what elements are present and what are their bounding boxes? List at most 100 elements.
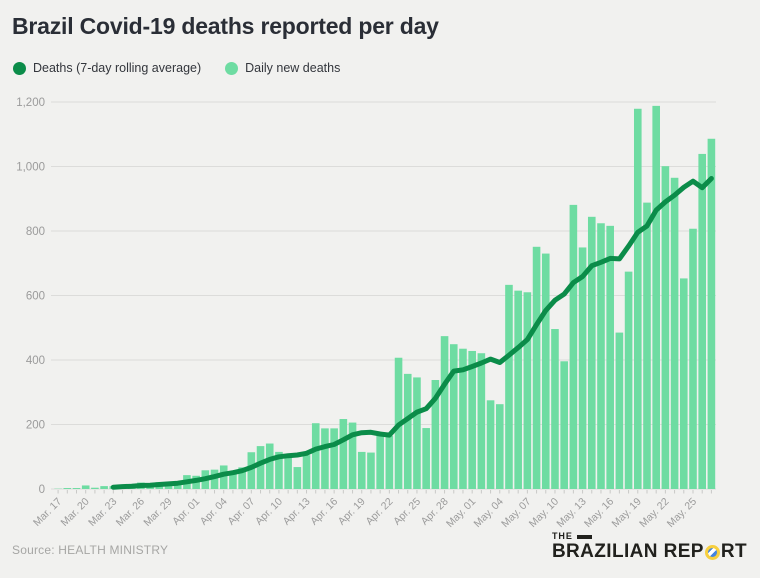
daily-deaths-bar <box>63 488 72 489</box>
daily-deaths-bar <box>477 353 486 489</box>
logo-brand-post: RT <box>720 541 747 562</box>
daily-deaths-bar <box>348 422 357 489</box>
x-axis-label: Apr. 10 <box>253 496 285 528</box>
daily-deaths-bar <box>569 204 578 489</box>
daily-deaths-bar <box>459 348 467 489</box>
x-axis-label: May. 19 <box>610 496 644 530</box>
y-axis-label: 400 <box>26 355 45 367</box>
x-axis-label: Apr. 16 <box>308 496 340 528</box>
daily-deaths-bar <box>440 336 449 489</box>
daily-deaths-bar <box>256 446 265 489</box>
rolling-average-line <box>110 176 714 490</box>
x-axis-label: Mar. 29 <box>141 496 174 529</box>
daily-deaths-bar <box>330 428 338 489</box>
logo-the-text: THE <box>551 531 573 541</box>
daily-deaths-bar <box>321 428 329 489</box>
daily-deaths-bar <box>661 166 670 489</box>
y-axis-label: 1,000 <box>16 162 45 174</box>
daily-deaths-bar <box>560 361 568 489</box>
chart-legend: Deaths (7-day rolling average) Daily new… <box>13 61 340 75</box>
daily-deaths-bar <box>624 271 633 489</box>
x-axis-label: Mar. 26 <box>114 496 147 529</box>
daily-deaths-bar <box>670 177 679 490</box>
page-title: Brazil Covid-19 deaths reported per day <box>12 13 439 39</box>
daily-deaths-bar <box>707 138 716 489</box>
x-axis-label: Mar. 20 <box>59 496 92 529</box>
x-axis-label: Apr. 19 <box>336 496 368 528</box>
x-axis-label: May. 13 <box>554 496 588 530</box>
legend-label-rolling-average: Deaths (7-day rolling average) <box>33 61 202 75</box>
legend-item-daily-deaths: Daily new deaths <box>225 61 340 75</box>
daily-deaths-dot-icon <box>225 61 239 75</box>
daily-deaths-bar <box>403 373 412 489</box>
daily-deaths-bar <box>541 253 550 489</box>
daily-deaths-bar <box>578 247 587 489</box>
daily-deaths-bar <box>449 344 458 489</box>
x-axis-label: May. 10 <box>527 496 561 530</box>
logo-top-row: THE <box>552 532 592 541</box>
daily-deaths-bar <box>532 246 541 489</box>
rolling-average-dot-icon <box>13 61 26 75</box>
daily-deaths-bar <box>523 292 532 489</box>
y-axis-label: 800 <box>26 226 45 238</box>
logo-dash-icon <box>576 534 592 539</box>
brazil-globe-icon <box>704 544 720 560</box>
daily-deaths-bar <box>422 428 430 489</box>
x-axis-label: May. 07 <box>499 496 533 530</box>
x-axis-label: May. 04 <box>472 496 506 530</box>
x-axis-label: May. 16 <box>582 496 616 530</box>
legend-label-daily-deaths: Daily new deaths <box>245 61 341 75</box>
daily-deaths-bar <box>514 290 522 489</box>
y-axis-label: 600 <box>26 291 45 303</box>
daily-deaths-bar <box>339 419 348 489</box>
daily-deaths-bar <box>606 225 614 489</box>
daily-deaths-bar <box>284 457 292 489</box>
daily-deaths-bar <box>652 105 660 490</box>
brazilian-report-logo: THE BRAZILIAN REP RT <box>552 532 747 563</box>
daily-deaths-bar <box>468 350 476 489</box>
legend-item-rolling-average: Deaths (7-day rolling average) <box>13 61 201 75</box>
logo-brand-pre: BRAZILIAN REP <box>551 541 704 562</box>
daily-deaths-bar <box>219 465 228 489</box>
daily-deaths-bar <box>357 451 366 489</box>
daily-deaths-bar <box>551 329 559 489</box>
x-axis-label: Apr. 07 <box>225 496 257 528</box>
daily-deaths-bar <box>679 278 688 489</box>
daily-deaths-bar <box>597 223 605 489</box>
daily-deaths-bar <box>302 455 311 489</box>
daily-deaths-bar <box>100 486 108 489</box>
daily-deaths-bar <box>495 404 504 489</box>
daily-deaths-bar <box>689 228 697 490</box>
daily-deaths-bar <box>587 216 596 489</box>
y-axis-label: 200 <box>26 420 45 432</box>
x-axis-label: Apr. 13 <box>281 496 313 528</box>
daily-deaths-bar <box>275 451 283 489</box>
y-axis-label: 0 <box>39 484 45 496</box>
daily-deaths-bar <box>265 443 274 489</box>
brazil-globe-inner-icon <box>707 547 717 557</box>
x-axis-label: May. 22 <box>637 496 671 530</box>
daily-deaths-bar <box>210 469 219 489</box>
daily-deaths-bar <box>81 485 90 489</box>
x-axis-label: Apr. 01 <box>170 496 202 528</box>
daily-deaths-bar <box>311 423 320 489</box>
source-credit: Source: HEALTH MINISTRY <box>12 543 169 557</box>
daily-deaths-bar <box>643 202 651 489</box>
daily-deaths-bar <box>91 487 99 489</box>
daily-deaths-bar <box>72 488 81 489</box>
daily-deaths-bar <box>486 400 495 489</box>
logo-brand-text: BRAZILIAN REP RT <box>552 541 747 563</box>
daily-deaths-bar <box>413 377 421 489</box>
daily-deaths-bar <box>247 452 256 489</box>
x-axis-label: Apr. 22 <box>364 496 396 528</box>
daily-deaths-bar <box>385 435 394 489</box>
y-axis-label: 1,200 <box>16 97 45 109</box>
daily-deaths-bar <box>633 108 642 490</box>
daily-deaths-bar <box>293 467 302 489</box>
daily-deaths-bar <box>615 332 624 489</box>
x-axis-label: Mar. 23 <box>86 496 119 529</box>
x-axis-label: May. 25 <box>665 496 699 530</box>
daily-deaths-bar <box>431 380 440 489</box>
daily-deaths-bar <box>698 153 706 490</box>
